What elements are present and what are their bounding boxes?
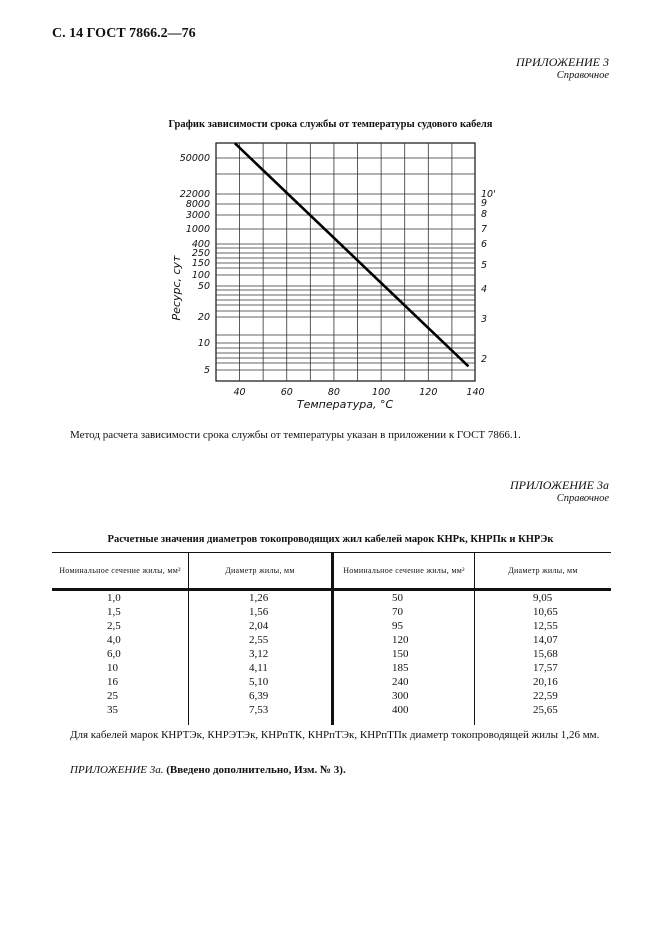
y-tick-label: 3000 [186, 210, 210, 221]
x-axis-label: Температура, °С [297, 398, 394, 411]
table-cell: 6,39 [188, 689, 333, 703]
table-cell: 1,26 [188, 589, 333, 605]
right-tick-label: 10' [481, 189, 496, 200]
right-tick-label: 4 [481, 284, 487, 295]
table-cell: 240 [331, 675, 475, 689]
table-cell: 15,68 [474, 647, 611, 661]
table-cell: 12,55 [474, 619, 611, 633]
y-tick-label: 8000 [186, 199, 210, 210]
table-cell: 300 [331, 689, 475, 703]
x-tick-label: 40 [233, 387, 245, 398]
y-tick-label: 150 [192, 258, 210, 269]
table-cell: 5,10 [188, 675, 333, 689]
plot-frame [215, 142, 476, 382]
method-note: Метод расчета зависимости срока службы о… [70, 429, 521, 441]
col-header: Номинальное сечение жилы, мм² [331, 552, 475, 591]
table-row: 1,0 1,26 50 9,05 [52, 589, 611, 605]
appendix-3a-label: ПРИЛОЖЕНИЕ 3а Справочное [510, 479, 609, 505]
table-row: 16 5,10 240 20,16 [52, 675, 611, 689]
table-cell: 14,07 [474, 633, 611, 647]
table-cell: 35 [107, 704, 118, 716]
table-row: 35 7,53 400 25,65 [52, 703, 611, 725]
x-tick-label: 80 [328, 387, 340, 398]
table-row: 10 4,11 185 17,57 [52, 661, 611, 675]
table-row: 6,0 3,12 150 15,68 [52, 647, 611, 661]
table-title: Расчетные значения диаметров токопроводя… [107, 534, 554, 545]
table-cell: 10,65 [474, 605, 611, 619]
table-cell: 17,57 [474, 661, 611, 675]
right-tick-label: 8 [481, 209, 487, 220]
y-tick-label: 20 [198, 312, 210, 323]
y-tick-label: 400 [192, 239, 210, 250]
table-cell: 4,11 [188, 661, 333, 675]
x-tick-label: 120 [419, 387, 437, 398]
table-cell: 1,56 [188, 605, 333, 619]
table-cell: 20,16 [474, 675, 611, 689]
footer-text: (Введено дополнительно, Изм. № 3). [166, 764, 346, 776]
table-row: 25 6,39 300 22,59 [52, 689, 611, 703]
y-tick-label: 1000 [186, 224, 210, 235]
appendix-title: ПРИЛОЖЕНИЕ 3 [516, 55, 609, 69]
table-cell: 2,04 [188, 619, 333, 633]
appendix-subtitle: Справочное [556, 493, 609, 504]
y-tick-label: 100 [192, 270, 210, 281]
table-cell: 2,5 [107, 620, 121, 632]
right-tick-label: 9 [481, 198, 487, 209]
x-tick-label: 60 [281, 387, 293, 398]
y-tick-label: 10 [198, 338, 210, 349]
y-tick-label: 50000 [180, 153, 210, 164]
x-tick-label: 100 [372, 387, 390, 398]
table-header-row: Номинальное сечение жилы, мм² Диаметр жи… [52, 552, 611, 591]
table-note: Для кабелей марок КНРТЭк, КНРЭТЭк, КНРпТ… [70, 729, 600, 741]
table-cell: 10 [107, 662, 118, 674]
table-cell: 3,12 [188, 647, 333, 661]
table-cell: 9,05 [474, 589, 611, 605]
y-tick-label: 50 [198, 281, 210, 292]
col-header: Номинальное сечение жилы, мм² [52, 552, 189, 591]
col-header: Диаметр жилы, мм [188, 552, 333, 591]
footer-label: ПРИЛОЖЕНИЕ 3а. [70, 764, 164, 776]
chart-title: График зависимости срока службы от темпе… [168, 119, 493, 130]
y-tick-label: 5 [204, 365, 210, 376]
table-cell: 120 [331, 633, 475, 647]
y-tick-label: 22000 [180, 189, 210, 200]
table-cell: 4,0 [107, 634, 121, 646]
right-tick-label: 5 [481, 260, 487, 271]
right-tick-label: 2 [481, 354, 487, 365]
footer-note: ПРИЛОЖЕНИЕ 3а. (Введено дополнительно, И… [70, 764, 346, 776]
y-tick-label: 250 [192, 248, 210, 259]
table-cell: 25 [107, 690, 118, 702]
table-cell: 400 [331, 703, 475, 725]
table-cell: 1,5 [107, 606, 121, 618]
table-cell: 16 [107, 676, 118, 688]
table-cell: 185 [331, 661, 475, 675]
series-line [233, 142, 470, 368]
y-axis-label: Ресурс, сут [170, 255, 183, 321]
table-cell: 2,55 [188, 633, 333, 647]
page-header: С. 14 ГОСТ 7866.2—76 [52, 26, 196, 41]
table-cell: 22,59 [474, 689, 611, 703]
table-cell: 7,53 [188, 703, 333, 725]
x-tick-label: 140 [466, 387, 484, 398]
appendix-subtitle: Справочное [556, 70, 609, 81]
col-header: Диаметр жилы, мм [474, 552, 611, 591]
appendix-title: ПРИЛОЖЕНИЕ 3а [510, 478, 609, 492]
table-row: 4,0 2,55 120 14,07 [52, 633, 611, 647]
diameter-table: Номинальное сечение жилы, мм² Диаметр жи… [52, 552, 611, 725]
right-tick-label: 6 [481, 239, 487, 250]
right-tick-label: 3 [481, 314, 487, 325]
appendix-3-label: ПРИЛОЖЕНИЕ 3 Справочное [516, 56, 609, 82]
table-cell: 150 [331, 647, 475, 661]
table-cell: 25,65 [474, 703, 611, 725]
table-row: 2,5 2,04 95 12,55 [52, 619, 611, 633]
table-cell: 50 [331, 589, 475, 605]
table-cell: 1,0 [107, 592, 121, 604]
right-tick-label: 7 [481, 224, 487, 235]
table-row: 1,5 1,56 70 10,65 [52, 605, 611, 619]
table-cell: 6,0 [107, 648, 121, 660]
table-cell: 70 [331, 605, 475, 619]
table-cell: 95 [331, 619, 475, 633]
